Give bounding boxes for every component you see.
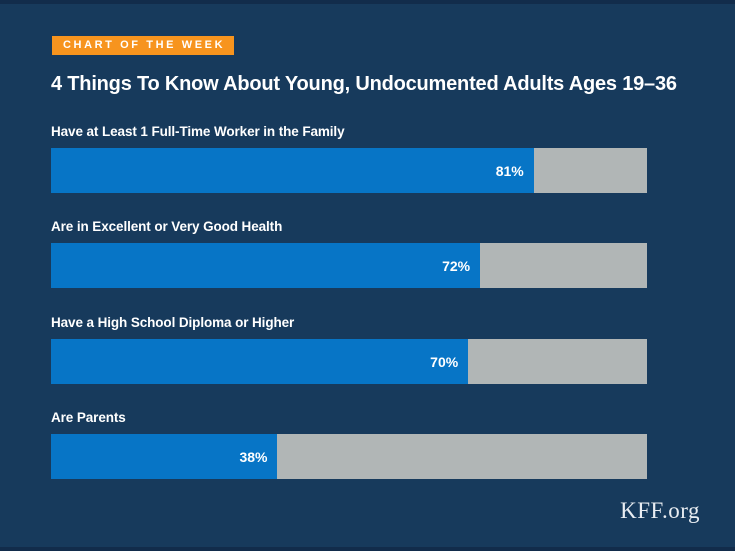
bar-fill: 81% [51,148,534,193]
bar-track: 38% [51,434,647,479]
bar-track: 70% [51,339,647,384]
bar-category-label: Are in Excellent or Very Good Health [51,219,283,234]
bar-value-label: 38% [239,448,268,465]
bar-category-label: Are Parents [51,410,126,425]
bar-fill: 38% [51,434,278,479]
bar-row: Have at Least 1 Full-Time Worker in the … [51,124,647,193]
top-edge-strip [0,0,735,4]
bar-fill: 72% [51,243,481,288]
kff-org-brand: KFF.org [620,498,700,523]
bar-value-label: 70% [430,353,459,370]
bar-value-label: 81% [495,162,524,179]
bar-category-label: Have at Least 1 Full-Time Worker in the … [51,124,345,139]
bar-row: Are Parents 38% [51,410,647,479]
bar-row: Are in Excellent or Very Good Health 72% [51,219,647,288]
bar-track: 72% [51,243,647,288]
bar-fill: 70% [51,339,469,384]
bar-row: Have a High School Diploma or Higher 70% [51,315,647,384]
chart-title: 4 Things To Know About Young, Undocument… [51,73,677,95]
bar-category-label: Have a High School Diploma or Higher [51,315,295,330]
bottom-edge-strip [0,547,735,551]
bar-value-label: 72% [442,257,471,274]
bar-track: 81% [51,148,647,193]
chart-of-the-week-badge: CHART OF THE WEEK [52,36,235,55]
